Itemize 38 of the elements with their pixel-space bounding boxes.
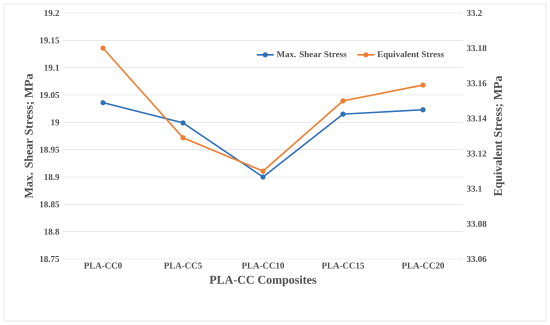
y2-tick-label: 33.08 <box>466 220 486 227</box>
x-tick-label: PLA-CC10 <box>242 262 284 269</box>
y2-tick-label: 33.06 <box>466 256 486 262</box>
y-axis-title: Max. Shear Stress; MPa <box>24 74 34 198</box>
point <box>420 82 426 88</box>
y2-tick-label: 33.2 <box>466 10 482 16</box>
point <box>100 100 106 106</box>
point <box>180 135 186 140</box>
point <box>420 107 426 112</box>
y-tick-label: 18.85 <box>40 201 60 208</box>
y2-tick-label: 33.14 <box>466 115 487 122</box>
y2-tick-label: 33.16 <box>466 80 486 86</box>
y-tick-label: 18.8 <box>44 228 60 235</box>
y2-tick-label: 33.1 <box>466 186 482 192</box>
y-tick-label: 19.05 <box>40 92 60 98</box>
x-tick-label: PLA-CC5 <box>164 262 202 269</box>
x-tick-label: PLA-CC15 <box>322 262 364 269</box>
y-tick-label: 19 <box>51 119 60 126</box>
x-axis-title: PLA-CC Composites <box>210 275 316 286</box>
y-tick-label: 19.2 <box>44 10 60 16</box>
y2-tick-label: 33.12 <box>466 150 486 157</box>
y2-axis-title: Equivalent Stress; MPa <box>494 76 504 196</box>
y-tick-label: 18.75 <box>40 256 60 262</box>
y2-tick-label: 33.18 <box>466 45 486 52</box>
y-tick-label: 18.95 <box>40 146 60 153</box>
y-tick-label: 18.9 <box>44 174 60 180</box>
point <box>260 168 266 174</box>
point <box>260 174 266 180</box>
point <box>340 112 346 117</box>
point <box>180 120 186 126</box>
x-tick-label: PLA-CC0 <box>84 262 122 269</box>
point <box>100 46 106 51</box>
point <box>340 98 346 104</box>
x-tick-label: PLA-CC20 <box>402 262 444 269</box>
legend-label: Equivalent Stress <box>377 50 444 60</box>
y-tick-label: 19.1 <box>44 64 60 71</box>
y-tick-label: 19.15 <box>40 37 60 44</box>
legend-label: Max. Shear Stress <box>276 50 346 58</box>
